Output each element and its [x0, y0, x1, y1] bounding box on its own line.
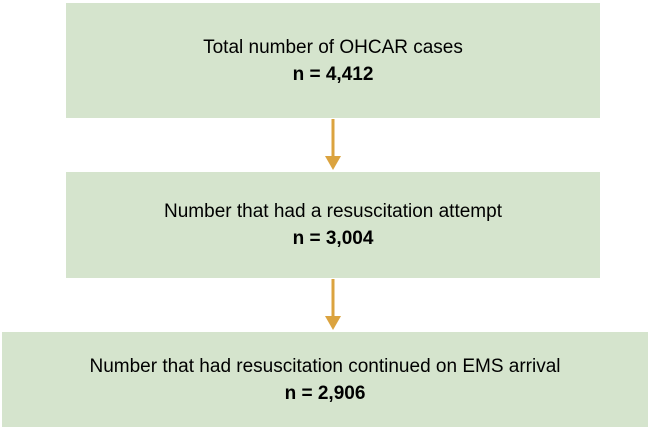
- box-label: Total number of OHCAR cases: [203, 36, 463, 58]
- box-count: n = 2,906: [284, 382, 366, 404]
- arrow: [325, 279, 341, 330]
- box-label: Number that had resuscitation continued …: [89, 355, 561, 377]
- flow-box: Number that had resuscitation continued …: [2, 332, 648, 427]
- box-count: n = 4,412: [292, 63, 374, 85]
- box-count: n = 3,004: [292, 228, 374, 249]
- box-label: Number that had a resuscitation attempt: [164, 201, 502, 222]
- flow-box: Total number of OHCAR cases n = 4,412: [66, 3, 600, 118]
- arrow: [325, 119, 341, 170]
- flow-box: Number that had a resuscitation attempt …: [66, 172, 600, 278]
